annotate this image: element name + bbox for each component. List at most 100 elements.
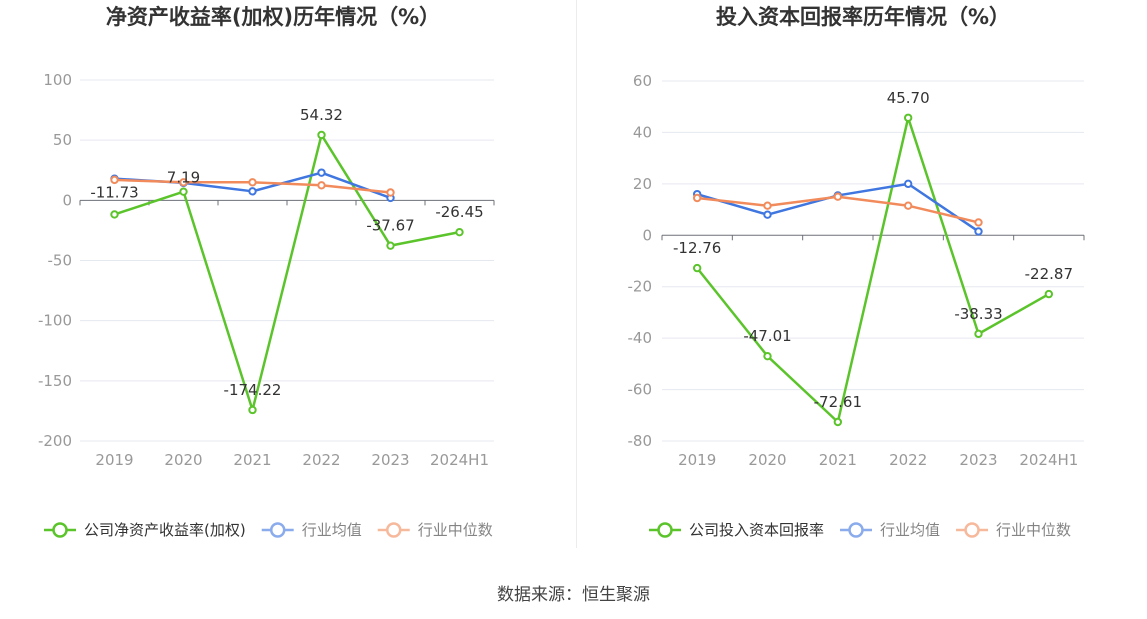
data-point[interactable] — [455, 227, 464, 237]
data-label: -11.73 — [90, 183, 138, 201]
data-label: -72.61 — [814, 393, 862, 411]
y-tick-label: -20 — [628, 278, 653, 296]
data-point[interactable] — [974, 227, 983, 236]
x-tick-label: 2021 — [233, 451, 271, 469]
legend-marker-icon — [657, 522, 673, 538]
y-tick-label: -80 — [628, 432, 653, 450]
data-point[interactable] — [903, 179, 913, 189]
data-point[interactable] — [763, 201, 772, 210]
legend-item[interactable]: 行业均值 — [840, 521, 940, 539]
grid-lines — [80, 79, 494, 442]
data-point[interactable] — [763, 351, 772, 361]
y-tick-label: -50 — [48, 252, 73, 270]
x-tick-label: 2023 — [371, 451, 409, 469]
data-point[interactable] — [903, 113, 913, 122]
y-tick-label: -200 — [38, 432, 72, 450]
data-point[interactable] — [974, 218, 983, 227]
data-label: -26.45 — [435, 203, 483, 221]
data-label: -37.67 — [366, 217, 414, 235]
legend-label: 公司净资产收益率(加权) — [84, 521, 246, 539]
data-label: 54.32 — [300, 106, 343, 124]
x-tick-label: 2019 — [95, 451, 133, 469]
data-point[interactable] — [179, 178, 188, 187]
y-tick-label: -60 — [628, 381, 653, 399]
chart-title: 净资产收益率(加权)历年情况（%） — [106, 5, 440, 29]
y-tick-label: 40 — [633, 123, 652, 141]
legend-item[interactable]: 行业中位数 — [377, 521, 493, 539]
legend-marker-icon — [385, 522, 402, 538]
data-point[interactable] — [692, 263, 702, 273]
data-point[interactable] — [110, 210, 119, 219]
data-point[interactable] — [833, 417, 843, 427]
data-point[interactable] — [317, 168, 326, 177]
data-point[interactable] — [974, 329, 983, 339]
legend-label: 行业均值 — [880, 521, 940, 539]
series-0 — [692, 113, 1054, 427]
x-tick-label: 2021 — [819, 451, 857, 469]
y-tick-label: 50 — [53, 131, 72, 149]
legend-item[interactable]: 行业均值 — [261, 521, 362, 539]
series-line — [114, 133, 460, 412]
data-point[interactable] — [386, 241, 395, 250]
x-tick-label: 2019 — [678, 451, 716, 469]
x-tick-label: 2020 — [164, 451, 202, 469]
x-tick-label: 2024H1 — [430, 451, 489, 469]
series-2 — [692, 192, 983, 227]
series-line — [696, 116, 1050, 424]
roic-chart: 投入资本回报率历年情况（%） 60 40 20 0 -20 -40 -60 -80 2019 202… — [628, 5, 1085, 539]
y-tick-label: -100 — [38, 312, 72, 330]
legend-label: 行业中位数 — [996, 521, 1071, 539]
panel-divider — [576, 0, 577, 548]
data-label: 45.70 — [887, 89, 930, 107]
data-point[interactable] — [317, 130, 326, 140]
data-point[interactable] — [1044, 289, 1054, 299]
y-tick-label: -40 — [628, 329, 653, 347]
legend-item[interactable]: 公司净资产收益率(加权) — [44, 521, 246, 539]
roe-chart-panel: 净资产收益率(加权)历年情况（%） 100 50 0 -50 -100 -150 -200 20… — [0, 0, 573, 560]
y-tick-label: 0 — [642, 226, 652, 244]
legend-item[interactable]: 公司投入资本回报率 — [649, 521, 824, 539]
legend-marker-icon — [52, 522, 68, 538]
data-point[interactable] — [179, 187, 188, 196]
legend-label: 行业均值 — [302, 521, 362, 539]
y-tick-label: 100 — [43, 71, 72, 89]
x-tick-label: 2022 — [889, 451, 927, 469]
data-point[interactable] — [833, 192, 843, 201]
data-point[interactable] — [763, 210, 772, 219]
data-point[interactable] — [692, 193, 702, 203]
x-tick-label: 2020 — [748, 451, 786, 469]
series-0 — [110, 130, 464, 415]
data-label: 7.19 — [167, 169, 200, 187]
y-tick-label: 60 — [633, 72, 652, 90]
data-point[interactable] — [317, 181, 326, 190]
legend-item[interactable]: 行业中位数 — [956, 521, 1071, 539]
chart-title: 投入资本回报率历年情况（%） — [716, 5, 1010, 29]
legend-marker-icon — [269, 522, 286, 538]
x-tick-label: 2024H1 — [1019, 451, 1078, 469]
series-2 — [110, 175, 395, 197]
data-point[interactable] — [110, 175, 119, 185]
legend: 公司净资产收益率(加权) 行业均值 行业中位数 — [44, 521, 493, 539]
x-tick-label: 2023 — [959, 451, 997, 469]
data-point[interactable] — [248, 178, 257, 187]
y-tick-label: 0 — [62, 191, 72, 209]
data-point[interactable] — [386, 188, 395, 197]
legend-label: 行业中位数 — [418, 521, 493, 539]
data-point[interactable] — [248, 405, 257, 415]
data-label: -38.33 — [954, 305, 1002, 323]
data-label: -22.87 — [1025, 265, 1073, 283]
data-label: -174.22 — [224, 381, 282, 399]
data-point[interactable] — [248, 187, 257, 196]
data-point[interactable] — [903, 201, 913, 210]
legend: 公司投入资本回报率 行业均值 行业中位数 — [649, 521, 1071, 539]
data-label: -12.76 — [673, 239, 721, 257]
y-tick-label: 20 — [633, 175, 652, 193]
data-label: -47.01 — [743, 327, 791, 345]
roic-chart-panel: 投入资本回报率历年情况（%） 60 40 20 0 -20 -40 -60 -80 2019 202… — [577, 0, 1147, 560]
legend-label: 公司投入资本回报率 — [689, 521, 824, 539]
legend-marker-icon — [848, 522, 864, 538]
x-tick-label: 2022 — [302, 451, 340, 469]
roe-chart: 净资产收益率(加权)历年情况（%） 100 50 0 -50 -100 -150 -200 20… — [38, 5, 495, 539]
y-tick-label: -150 — [38, 372, 72, 390]
grid-lines — [662, 80, 1084, 442]
